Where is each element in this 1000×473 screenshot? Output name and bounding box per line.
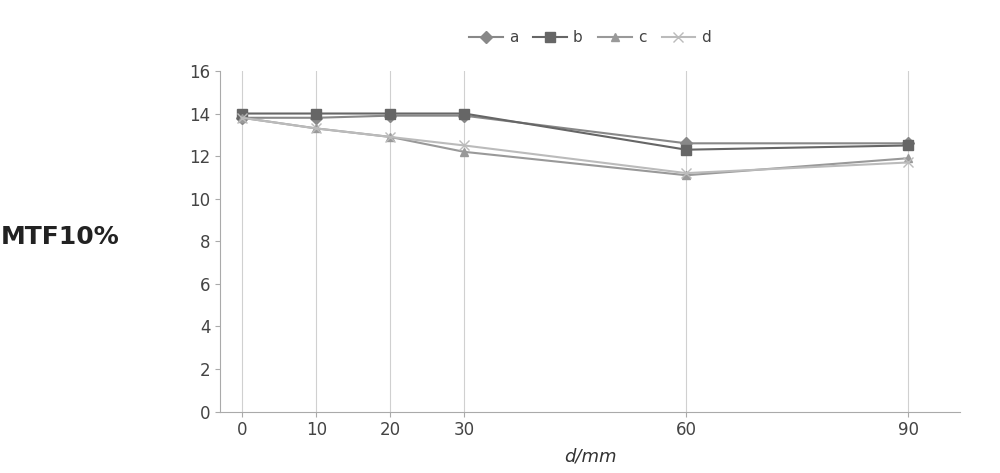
b	[680, 147, 692, 153]
b	[310, 111, 322, 116]
d	[236, 115, 248, 121]
Legend: a, b, c, d: a, b, c, d	[463, 24, 717, 52]
c	[902, 155, 914, 161]
d	[680, 170, 692, 176]
c	[680, 173, 692, 178]
c	[458, 149, 470, 155]
a	[310, 115, 322, 121]
a	[680, 140, 692, 146]
b	[384, 111, 396, 116]
a	[236, 115, 248, 121]
Line: c: c	[238, 114, 912, 179]
Line: d: d	[237, 113, 913, 178]
d	[384, 134, 396, 140]
c	[236, 115, 248, 121]
d	[902, 160, 914, 166]
Line: b: b	[237, 109, 913, 155]
a	[458, 113, 470, 119]
d	[310, 126, 322, 131]
d	[458, 143, 470, 149]
c	[384, 134, 396, 140]
a	[902, 140, 914, 146]
Text: MTF10%: MTF10%	[1, 225, 119, 248]
b	[458, 111, 470, 116]
X-axis label: d/mm: d/mm	[564, 447, 616, 465]
a	[384, 113, 396, 119]
c	[310, 126, 322, 131]
b	[236, 111, 248, 116]
Line: a: a	[238, 112, 912, 148]
b	[902, 143, 914, 149]
